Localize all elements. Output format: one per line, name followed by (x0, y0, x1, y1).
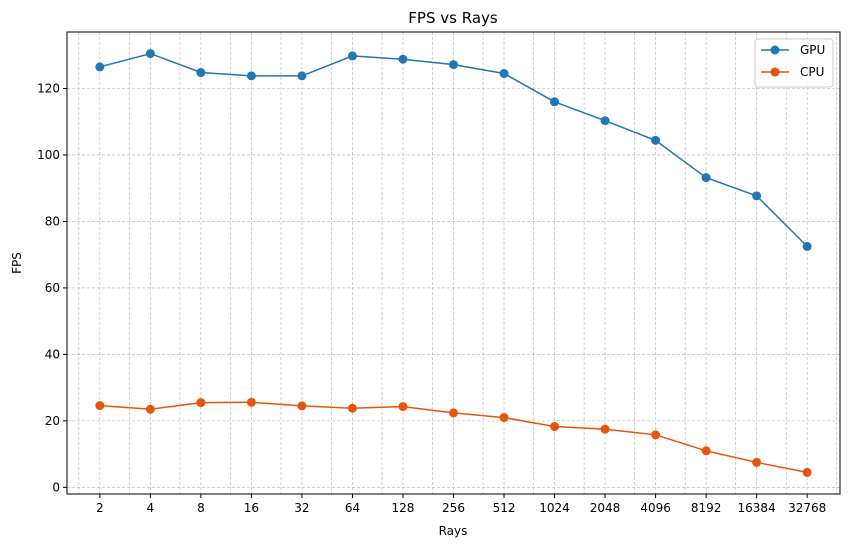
y-tick-label: 80 (45, 214, 60, 228)
data-point-cpu (347, 403, 357, 413)
x-tick-label: 4 (147, 501, 155, 515)
x-tick-label: 2048 (590, 501, 621, 515)
x-tick-label: 32768 (788, 501, 826, 515)
y-tick-label: 100 (37, 148, 60, 162)
data-point-gpu (297, 71, 307, 81)
data-point-cpu (246, 397, 256, 407)
data-point-gpu (95, 62, 105, 72)
x-tick-label: 8 (197, 501, 205, 515)
y-tick-label: 0 (52, 480, 60, 494)
data-point-gpu (651, 135, 661, 145)
data-point-cpu (499, 413, 509, 423)
legend: GPU CPU (754, 38, 834, 88)
x-tick-label: 8192 (691, 501, 722, 515)
data-point-cpu (550, 422, 560, 432)
data-point-gpu (499, 69, 509, 79)
data-point-cpu (651, 430, 661, 440)
x-tick-label: 128 (392, 501, 415, 515)
x-tick-label: 16384 (738, 501, 776, 515)
x-tick-label: 16 (244, 501, 259, 515)
data-point-gpu (398, 54, 408, 64)
legend-gpu-marker (770, 45, 780, 55)
series (95, 49, 812, 477)
y-tick-label: 120 (37, 82, 60, 96)
x-tick-label: 256 (442, 501, 465, 515)
data-point-cpu (398, 402, 408, 412)
legend-cpu-marker (770, 67, 780, 77)
data-point-cpu (701, 446, 711, 456)
x-tick-label: 64 (345, 501, 360, 515)
y-axis-label: FPS (10, 252, 24, 274)
data-point-cpu (145, 404, 155, 414)
data-point-gpu (196, 68, 206, 78)
data-point-cpu (449, 408, 458, 418)
data-point-gpu (449, 60, 458, 70)
chart-title: FPS vs Rays (408, 9, 498, 27)
x-tick-label: 1024 (539, 501, 570, 515)
x-tick-label: 2 (96, 501, 104, 515)
x-axis-label: Rays (439, 524, 468, 538)
data-point-cpu (752, 457, 762, 467)
data-point-gpu (550, 97, 560, 107)
y-tick-label: 20 (45, 414, 60, 428)
x-tick-label: 32 (294, 501, 309, 515)
y-tick-label: 40 (45, 347, 60, 361)
data-point-cpu (600, 424, 610, 434)
data-point-gpu (802, 241, 812, 251)
data-point-cpu (196, 398, 206, 408)
legend-gpu-label: GPU (800, 43, 825, 57)
data-point-gpu (701, 173, 711, 183)
legend-cpu-label: CPU (800, 65, 824, 79)
x-tick-label: 512 (493, 501, 516, 515)
data-point-cpu (95, 401, 105, 411)
data-point-cpu (297, 401, 307, 411)
data-point-gpu (246, 71, 256, 81)
y-tick-label: 60 (45, 281, 60, 295)
grid (67, 32, 840, 494)
data-point-gpu (347, 51, 357, 61)
ticks: 2 4 8 16 32 64 128 256 512 1024 2048 4096 8192 16384 3… (37, 82, 826, 515)
data-point-cpu (802, 467, 812, 477)
x-tick-label: 4096 (640, 501, 671, 515)
data-point-gpu (600, 116, 610, 126)
data-point-gpu (145, 49, 155, 59)
data-point-gpu (752, 191, 762, 201)
